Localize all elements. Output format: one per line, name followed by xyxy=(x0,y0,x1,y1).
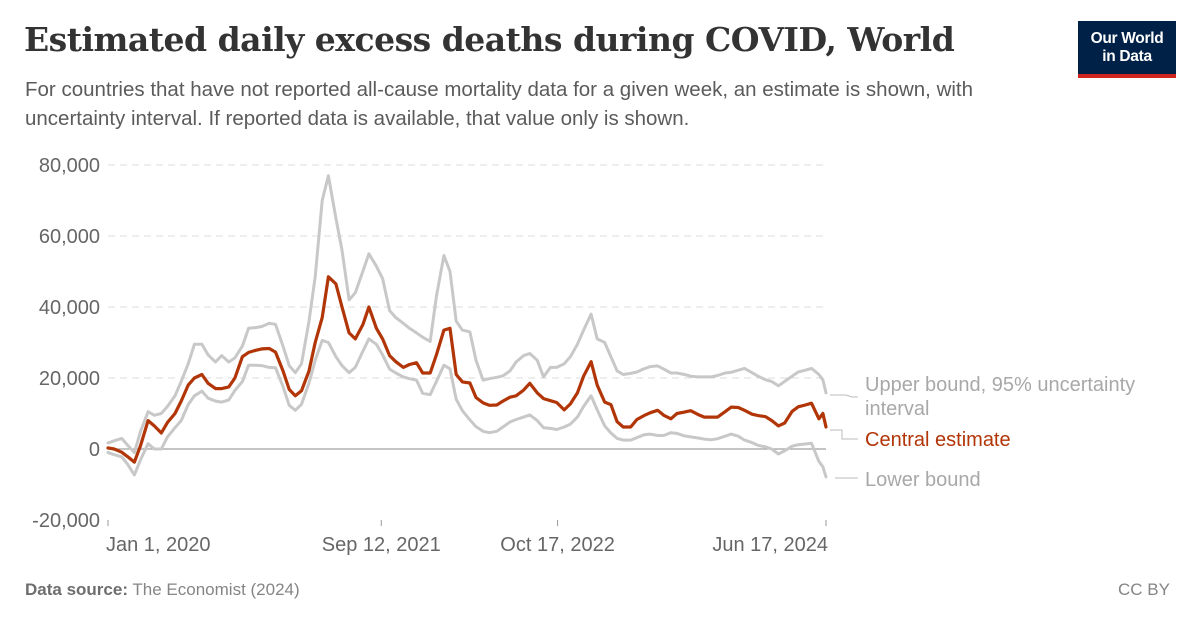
x-tick-label: Oct 17, 2022 xyxy=(500,534,615,556)
chart-subtitle: For countries that have not reported all… xyxy=(25,78,974,130)
y-tick-label: 80,000 xyxy=(39,155,100,177)
upper-bound-label: Upper bound, 95% uncertainty xyxy=(865,374,1135,396)
license-link[interactable]: CC BY xyxy=(1118,580,1170,599)
gridlines xyxy=(108,164,826,450)
lower-bound-line xyxy=(106,337,828,479)
upper-bound-label-line2: interval xyxy=(865,398,929,420)
owid-logo[interactable]: Our World in Data xyxy=(1078,21,1176,78)
y-tick-label: 0 xyxy=(89,439,100,461)
x-tick-label: Sep 12, 2021 xyxy=(322,534,441,556)
y-tick-label: 40,000 xyxy=(39,297,100,319)
x-axis-ticks: Jan 1, 2020 Sep 12, 2021 Oct 17, 2022 Jun 1… xyxy=(106,520,828,556)
central-estimate-line xyxy=(106,275,828,464)
logo-line-2: in Data xyxy=(1102,48,1152,65)
x-tick-label: Jun 17, 2024 xyxy=(712,534,828,556)
chart-title: Estimated daily excess deaths during COV… xyxy=(24,20,955,59)
y-tick-label: 20,000 xyxy=(39,368,100,390)
logo-line-1: Our World xyxy=(1090,30,1164,47)
x-tick-label: Jan 1, 2020 xyxy=(106,534,211,556)
y-tick-label: 60,000 xyxy=(39,226,100,248)
y-axis-ticks: -20,000 0 20,000 40,000 60,000 80,000 xyxy=(32,155,100,532)
lower-bound-label: Lower bound xyxy=(865,469,981,491)
series-lines xyxy=(106,174,828,479)
y-tick-label: -20,000 xyxy=(32,510,100,532)
upper-label-connector xyxy=(830,394,858,398)
data-source-link[interactable]: The Economist (2024) xyxy=(132,580,300,599)
data-source: Data source: The Economist (2024) xyxy=(25,580,300,600)
data-source-label: Data source: xyxy=(25,580,128,599)
line-labels: Upper bound, 95% uncertainty interval Ce… xyxy=(830,374,1135,491)
central-label-connector xyxy=(830,429,858,440)
central-estimate-label: Central estimate xyxy=(865,429,1011,451)
upper-bound-line xyxy=(106,174,828,455)
